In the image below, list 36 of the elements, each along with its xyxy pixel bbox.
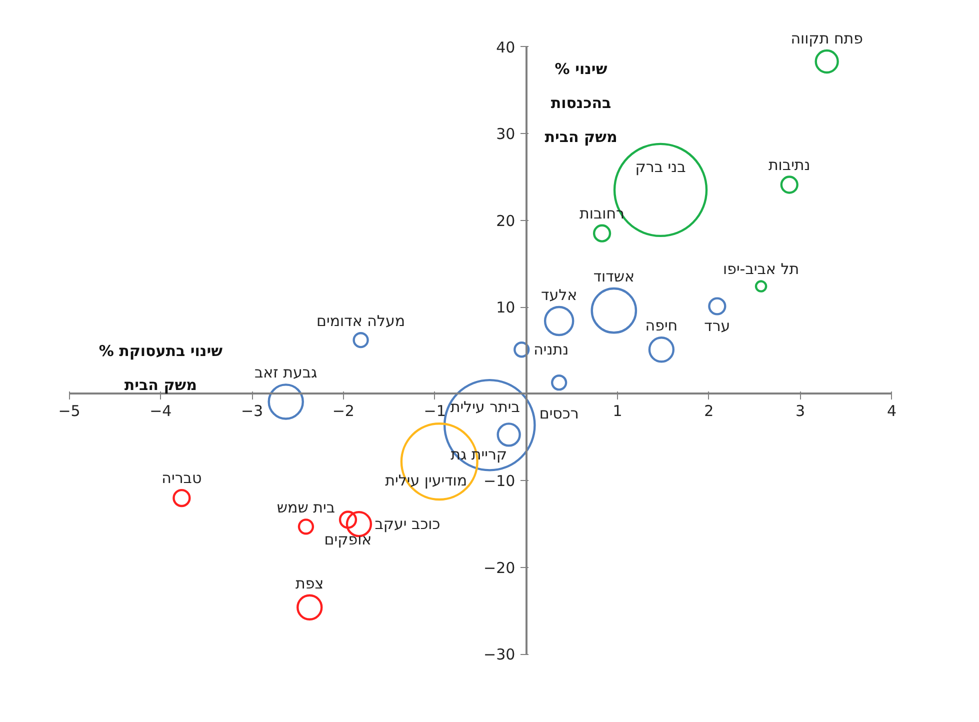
y-tick-label: −20 (484, 558, 516, 577)
annotation: אשדוד (593, 268, 634, 286)
annotation: חיפה (645, 316, 678, 335)
x-tick-label: −4 (150, 402, 172, 420)
annotation: נתיבות (768, 156, 810, 174)
annotation: תל אביב-יפו (722, 260, 800, 278)
annotation: ערד (704, 317, 730, 336)
annotation: צפת (296, 574, 324, 592)
y-tick-label: 30 (496, 125, 516, 144)
x-tick-label: 4 (886, 402, 896, 420)
annotation: בני ברק (635, 158, 686, 176)
y-tick-label: 10 (496, 298, 516, 317)
annotation: גבעת זאב (254, 364, 318, 382)
x-tick-label: 1 (612, 402, 622, 420)
annotation: פתח תקווה (790, 30, 863, 48)
annotation: נתניה (534, 340, 569, 359)
annotation: אופקים (324, 530, 372, 549)
annotation: כוכב יעקב (374, 515, 440, 534)
x-axis-title: % שינוי בתעסוקת משק הבית (98, 342, 224, 394)
x-tick-label: 3 (796, 402, 806, 420)
annotation: מעלה אדומים (316, 312, 406, 330)
annotation: רכסים (539, 404, 579, 423)
annotation: ביתר עילית (450, 398, 520, 416)
x-tick-label: −1 (424, 402, 446, 420)
annotation: בית שמש (276, 498, 336, 517)
x-tick-label: 2 (704, 402, 714, 420)
annotation: טבריה (162, 469, 202, 488)
x-tick-label: −2 (332, 402, 354, 420)
y-tick-label: −10 (484, 472, 516, 490)
y-axis-title: % שינוי בהכנסות משק הבית (544, 60, 618, 146)
y-tick-label: 40 (496, 38, 516, 56)
y-tick-label: −30 (484, 646, 516, 664)
x-tick-label: −3 (240, 402, 264, 420)
y-tick-label: 20 (496, 212, 516, 230)
annotation: אלעד (541, 286, 578, 304)
x-tick-label: −5 (58, 402, 80, 420)
